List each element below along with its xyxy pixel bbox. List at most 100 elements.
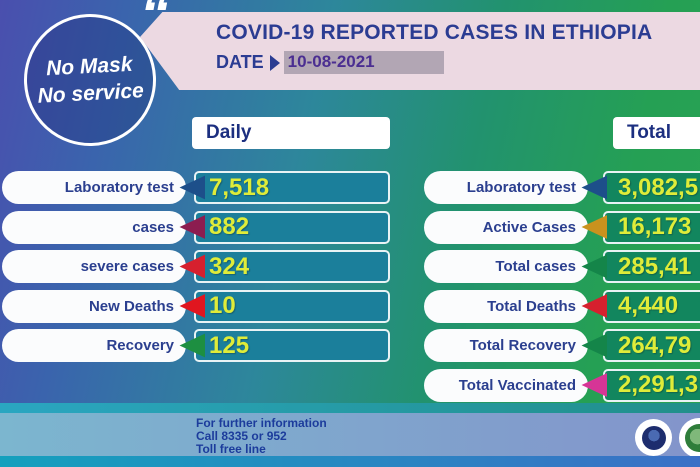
date-line: DATE 10-08-2021	[216, 51, 700, 74]
stat-label: Total Recovery	[469, 337, 576, 354]
quote-mark-icon: “	[140, 0, 169, 47]
footer-line-3: Toll free line	[196, 442, 266, 456]
stat-value: 4,440	[618, 292, 679, 319]
stat-value-box: 7,518	[194, 171, 390, 204]
arrow-left-icon	[581, 214, 607, 241]
stat-row-laboratory-test: Laboratory test 3,082,5	[0, 171, 700, 204]
arrow-left-icon	[179, 253, 205, 280]
stat-label: New Deaths	[88, 297, 174, 315]
caret-right-icon	[269, 54, 280, 71]
stat-row-total-vaccinated: Total Vaccinated 2,291,3	[0, 368, 700, 402]
stat-value: 264,79	[618, 331, 692, 359]
stat-value: 882	[209, 213, 250, 240]
stat-value-box: 3,082,5	[603, 171, 700, 204]
stat-label-pill: New Deaths	[2, 289, 186, 323]
stat-label: Recovery	[106, 337, 174, 354]
stat-value-box: 10	[194, 289, 390, 323]
stat-row-laboratory-test: Laboratory test 7,518	[0, 171, 400, 204]
stat-label: Laboratory test	[466, 179, 576, 196]
stat-value-box: 324	[194, 250, 390, 283]
stat-row-total-cases: Total cases 285,41	[0, 250, 700, 283]
stat-label-pill: Total cases	[424, 250, 588, 283]
arrow-left-icon	[581, 293, 607, 320]
no-mask-badge: No Mask No service	[20, 10, 160, 150]
stat-row-cases: cases 882	[0, 210, 400, 244]
header-banner: COVID-19 REPORTED CASES IN ETHIOPIA DATE…	[140, 12, 700, 90]
globe-institute-logo-icon	[635, 419, 672, 456]
stat-value: 2,291,3	[618, 371, 699, 398]
footer-text-block: For further information Call 8335 or 952…	[196, 417, 327, 456]
footer-band: For further information Call 8335 or 952…	[0, 413, 700, 456]
daily-stats-list: Laboratory test 7,518 cases 882 severe cases…	[0, 171, 400, 362]
stat-value-box: 285,41	[603, 250, 700, 283]
arrow-left-shape	[581, 175, 607, 200]
arrow-left-shape	[581, 373, 607, 397]
divider-strip	[0, 403, 700, 413]
green-emblem	[685, 424, 700, 452]
globe-emblem	[641, 425, 666, 450]
total-stats-list: Laboratory test 3,082,5 Active Cases 16,173…	[0, 171, 700, 402]
stat-value: 324	[209, 252, 250, 280]
arrow-left-shape	[581, 254, 607, 279]
arrow-left-shape	[581, 333, 607, 358]
arrow-left-shape	[179, 294, 205, 318]
stat-value: 7,518	[209, 173, 270, 201]
arrow-left-icon	[179, 293, 205, 320]
stat-row-recovery: Recovery 125	[0, 329, 400, 362]
date-label: DATE	[216, 52, 264, 72]
health-ministry-logo-icon	[679, 418, 700, 458]
arrow-left-shape	[179, 175, 205, 200]
page-title: COVID-19 REPORTED CASES IN ETHIOPIA	[216, 21, 653, 44]
date-highlight: 10-08-2021	[283, 51, 444, 74]
stat-label: Total Deaths	[487, 297, 576, 315]
stat-label: Active Cases	[482, 218, 576, 236]
arrow-left-icon	[581, 372, 607, 399]
arrow-left-icon	[581, 174, 607, 201]
stat-label-pill: Total Deaths	[424, 289, 588, 323]
stat-label-pill: Active Cases	[424, 210, 588, 244]
stat-label-pill: Total Vaccinated	[424, 368, 588, 402]
stat-value-box: 16,173	[603, 210, 700, 244]
stat-label-pill: Recovery	[2, 329, 186, 362]
stat-label: severe cases	[80, 258, 174, 275]
stat-value: 16,173	[618, 213, 692, 240]
stat-value: 10	[209, 292, 236, 319]
stat-value: 285,41	[618, 252, 692, 280]
stat-row-total-deaths: Total Deaths 4,440	[0, 289, 700, 323]
stat-value: 3,082,5	[618, 173, 699, 201]
stat-label: Total Vaccinated	[458, 376, 576, 394]
arrow-left-icon	[581, 332, 607, 359]
arrow-left-shape	[179, 254, 205, 279]
arrow-left-icon	[581, 253, 607, 280]
daily-column-header: Daily	[192, 117, 390, 149]
arrow-left-shape	[179, 333, 205, 358]
stat-label-pill: Laboratory test	[2, 171, 186, 204]
arrow-left-shape	[581, 294, 607, 318]
stat-value-box: 264,79	[603, 329, 700, 362]
stat-value-box: 882	[194, 210, 390, 244]
stat-value: 125	[209, 331, 250, 359]
stat-label: cases	[132, 218, 174, 236]
stat-label-pill: severe cases	[2, 250, 186, 283]
stat-value-box: 125	[194, 329, 390, 362]
stat-label: Laboratory test	[64, 179, 174, 196]
stat-row-severe-cases: severe cases 324	[0, 250, 400, 283]
stat-row-total-recovery: Total Recovery 264,79	[0, 329, 700, 362]
arrow-left-shape	[581, 215, 607, 239]
stat-value-box: 4,440	[603, 289, 700, 323]
stat-value-box: 2,291,3	[603, 368, 700, 402]
stat-label: Total cases	[495, 258, 576, 275]
stat-label-pill: Total Recovery	[424, 329, 588, 362]
arrow-left-icon	[179, 332, 205, 359]
bottom-strip	[0, 456, 700, 467]
footer-line-1: For further information	[196, 416, 327, 430]
stat-row-new-deaths: New Deaths 10	[0, 289, 400, 323]
arrow-left-shape	[179, 215, 205, 239]
total-column-header: Total	[613, 117, 700, 149]
stat-label-pill: cases	[2, 210, 186, 244]
arrow-left-icon	[179, 174, 205, 201]
arrow-left-icon	[179, 214, 205, 241]
footer-line-2: Call 8335 or 952	[196, 429, 287, 443]
badge-line-2: No service	[37, 79, 145, 108]
date-value: 10-08-2021	[287, 52, 375, 71]
